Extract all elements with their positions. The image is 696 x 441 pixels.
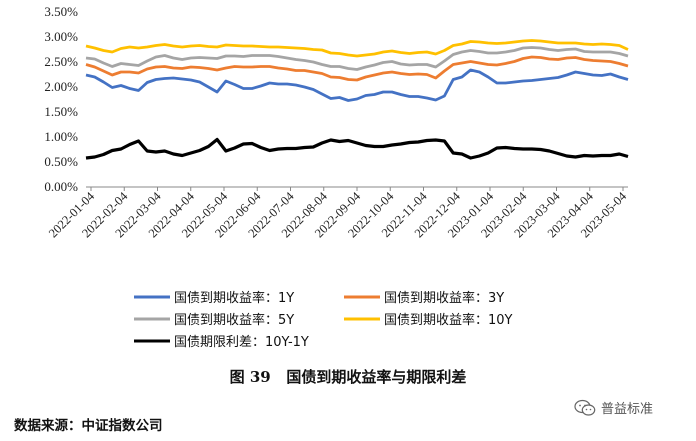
y-tick-label: 3.00% <box>44 29 78 44</box>
y-tick-label: 2.50% <box>44 54 78 69</box>
figure-caption: 图 39 国债到期收益率与期限利差 <box>229 368 467 386</box>
y-tick-label: 0.50% <box>44 154 78 169</box>
wechat-icon <box>574 399 596 416</box>
series-line <box>85 137 629 160</box>
series-line <box>85 68 629 102</box>
watermark: 普益标准 <box>574 398 653 417</box>
legend: 国债到期收益率：1Y 国债到期收益率：3Y 国债到期收益率：5Y 国债到期收益率：10… <box>134 290 513 350</box>
series-line <box>85 39 629 58</box>
legend-label: 国债到期收益率：3Y <box>384 290 504 306</box>
legend-label: 国债到期收益率：1Y <box>174 290 294 306</box>
y-axis: 0.00% 0.50% 1.00% 1.50% 2.00% 2.50% 3.00% 3.50% <box>44 4 78 194</box>
watermark-text: 普益标准 <box>601 402 654 417</box>
y-tick-label: 1.50% <box>44 104 78 119</box>
y-tick-label: 2.00% <box>44 79 78 94</box>
data-source: 数据来源：中证指数公司 <box>14 418 163 434</box>
series-line <box>85 55 629 82</box>
series-line <box>85 46 629 71</box>
legend-label: 国债到期收益率：10Y <box>384 312 513 328</box>
y-tick-label: 3.50% <box>44 4 78 19</box>
y-tick-label: 0.00% <box>44 179 78 194</box>
x-axis: 2022-01-042022-02-042022-03-042022-04-04… <box>46 186 630 240</box>
series-lines <box>85 39 629 160</box>
legend-label: 国债到期收益率：5Y <box>174 312 294 328</box>
legend-label: 国债期限利差：10Y-1Y <box>174 335 309 350</box>
y-tick-label: 1.00% <box>44 129 78 144</box>
